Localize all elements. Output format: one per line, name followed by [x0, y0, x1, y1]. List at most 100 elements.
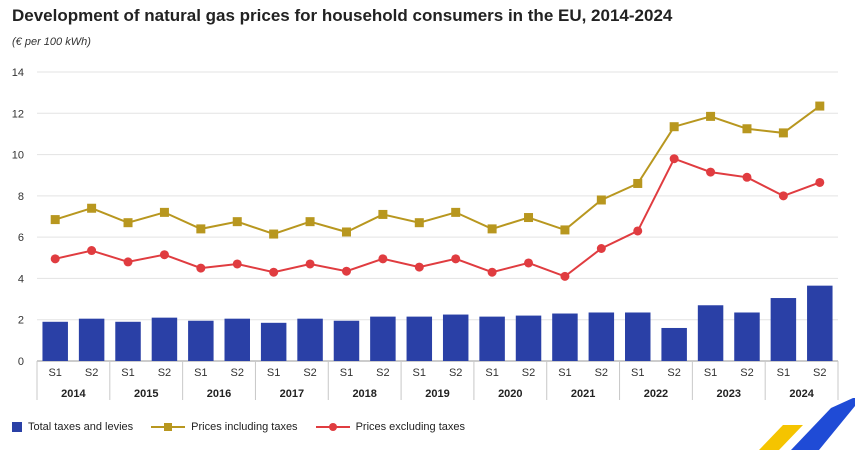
y-tick-label: 6: [18, 232, 24, 244]
x-tick-label: S1: [777, 367, 790, 379]
bar: [42, 321, 68, 361]
line-point: [596, 243, 606, 253]
bar: [406, 316, 433, 361]
x-tick-label: S2: [303, 367, 316, 379]
bar: [697, 305, 724, 361]
x-tick-label: S1: [194, 367, 207, 379]
x-tick-label: S2: [376, 367, 389, 379]
chart-title: Development of natural gas prices for ho…: [12, 6, 673, 25]
legend-item-excl-taxes[interactable]: Prices excluding taxes: [315, 421, 466, 433]
legend-label-incl-taxes: Prices including taxes: [191, 421, 298, 433]
bar: [442, 314, 469, 361]
line-point: [196, 224, 206, 234]
year-label: 2018: [352, 388, 376, 400]
year-label: 2023: [717, 388, 741, 400]
bar: [625, 312, 651, 361]
x-tick-label: S2: [813, 367, 826, 379]
y-tick-label: 14: [12, 67, 24, 79]
x-tick-label: S2: [522, 367, 535, 379]
year-label: 2015: [134, 388, 158, 400]
line-point: [487, 224, 497, 234]
line-point: [123, 218, 133, 228]
line-point: [560, 225, 570, 235]
year-label: 2019: [425, 388, 449, 400]
bar: [78, 318, 105, 361]
bar: [115, 321, 141, 361]
x-tick-label: S2: [231, 367, 244, 379]
bar: [588, 312, 615, 361]
line-point: [815, 101, 825, 111]
line-point: [378, 209, 388, 219]
line-point: [159, 250, 169, 260]
x-tick-label: S1: [485, 367, 498, 379]
line-point: [87, 203, 97, 213]
bar: [188, 320, 214, 361]
line-point: [633, 178, 643, 188]
chart-subtitle: (€ per 100 kWh): [12, 36, 91, 48]
series-line: [54, 157, 821, 278]
bar: [661, 327, 687, 361]
y-tick-label: 12: [12, 108, 24, 120]
series-line: [54, 105, 821, 236]
line-point: [815, 177, 825, 187]
year-label: 2021: [571, 388, 595, 400]
x-tick-label: S2: [667, 367, 680, 379]
x-tick-label: S2: [449, 367, 462, 379]
line-point: [341, 227, 351, 237]
line-point: [50, 254, 60, 264]
line-point: [451, 254, 461, 264]
line-point: [560, 271, 570, 281]
x-tick-label: S1: [413, 367, 426, 379]
line-point: [232, 259, 242, 269]
legend-square-line-swatch-icon: [151, 423, 186, 431]
line-point: [305, 259, 315, 269]
y-tick-label: 8: [18, 191, 24, 203]
x-tick-label: S1: [48, 367, 61, 379]
bar: [770, 298, 797, 361]
x-tick-label: S1: [340, 367, 353, 379]
bar: [151, 317, 178, 361]
bar: [333, 320, 360, 361]
line-point: [269, 267, 279, 277]
line-point: [269, 229, 279, 239]
bar: [807, 285, 833, 361]
x-tick-label: S2: [85, 367, 98, 379]
line-point: [196, 263, 206, 273]
x-tick-label: S2: [595, 367, 608, 379]
line-point: [341, 266, 351, 276]
year-label: 2020: [498, 388, 522, 400]
x-tick-label: S1: [631, 367, 644, 379]
line-point: [414, 262, 424, 272]
legend-bar-swatch-icon: [12, 422, 22, 432]
line-point: [87, 246, 97, 256]
line-point: [451, 207, 461, 217]
eurostat-chevron-logo-icon: [759, 398, 855, 450]
line-point: [487, 267, 497, 277]
line-point: [159, 207, 169, 217]
line-point: [742, 172, 752, 182]
line-point: [669, 122, 679, 132]
year-label: 2024: [789, 388, 814, 400]
y-tick-label: 10: [12, 150, 24, 162]
bar: [479, 316, 505, 361]
year-label: 2014: [61, 388, 86, 400]
x-tick-label: S1: [267, 367, 280, 379]
legend-label-taxes: Total taxes and levies: [28, 421, 134, 433]
bar: [515, 315, 542, 361]
legend-label-excl-taxes: Prices excluding taxes: [355, 421, 466, 433]
line-point: [524, 213, 534, 223]
line-point: [414, 218, 424, 228]
bar: [734, 312, 760, 361]
chart-legend: Total taxes and levies Prices including …: [12, 419, 483, 435]
legend-item-taxes[interactable]: Total taxes and levies: [12, 421, 133, 433]
line-point: [706, 111, 716, 121]
year-label: 2016: [207, 388, 231, 400]
line-point: [232, 217, 242, 227]
line-point: [669, 154, 679, 164]
y-tick-label: 2: [18, 315, 24, 327]
legend-circle-line-swatch-icon: [315, 423, 350, 431]
bar: [370, 316, 396, 361]
x-tick-label: S1: [121, 367, 134, 379]
legend-item-incl-taxes[interactable]: Prices including taxes: [151, 421, 298, 433]
line-point: [633, 226, 643, 236]
